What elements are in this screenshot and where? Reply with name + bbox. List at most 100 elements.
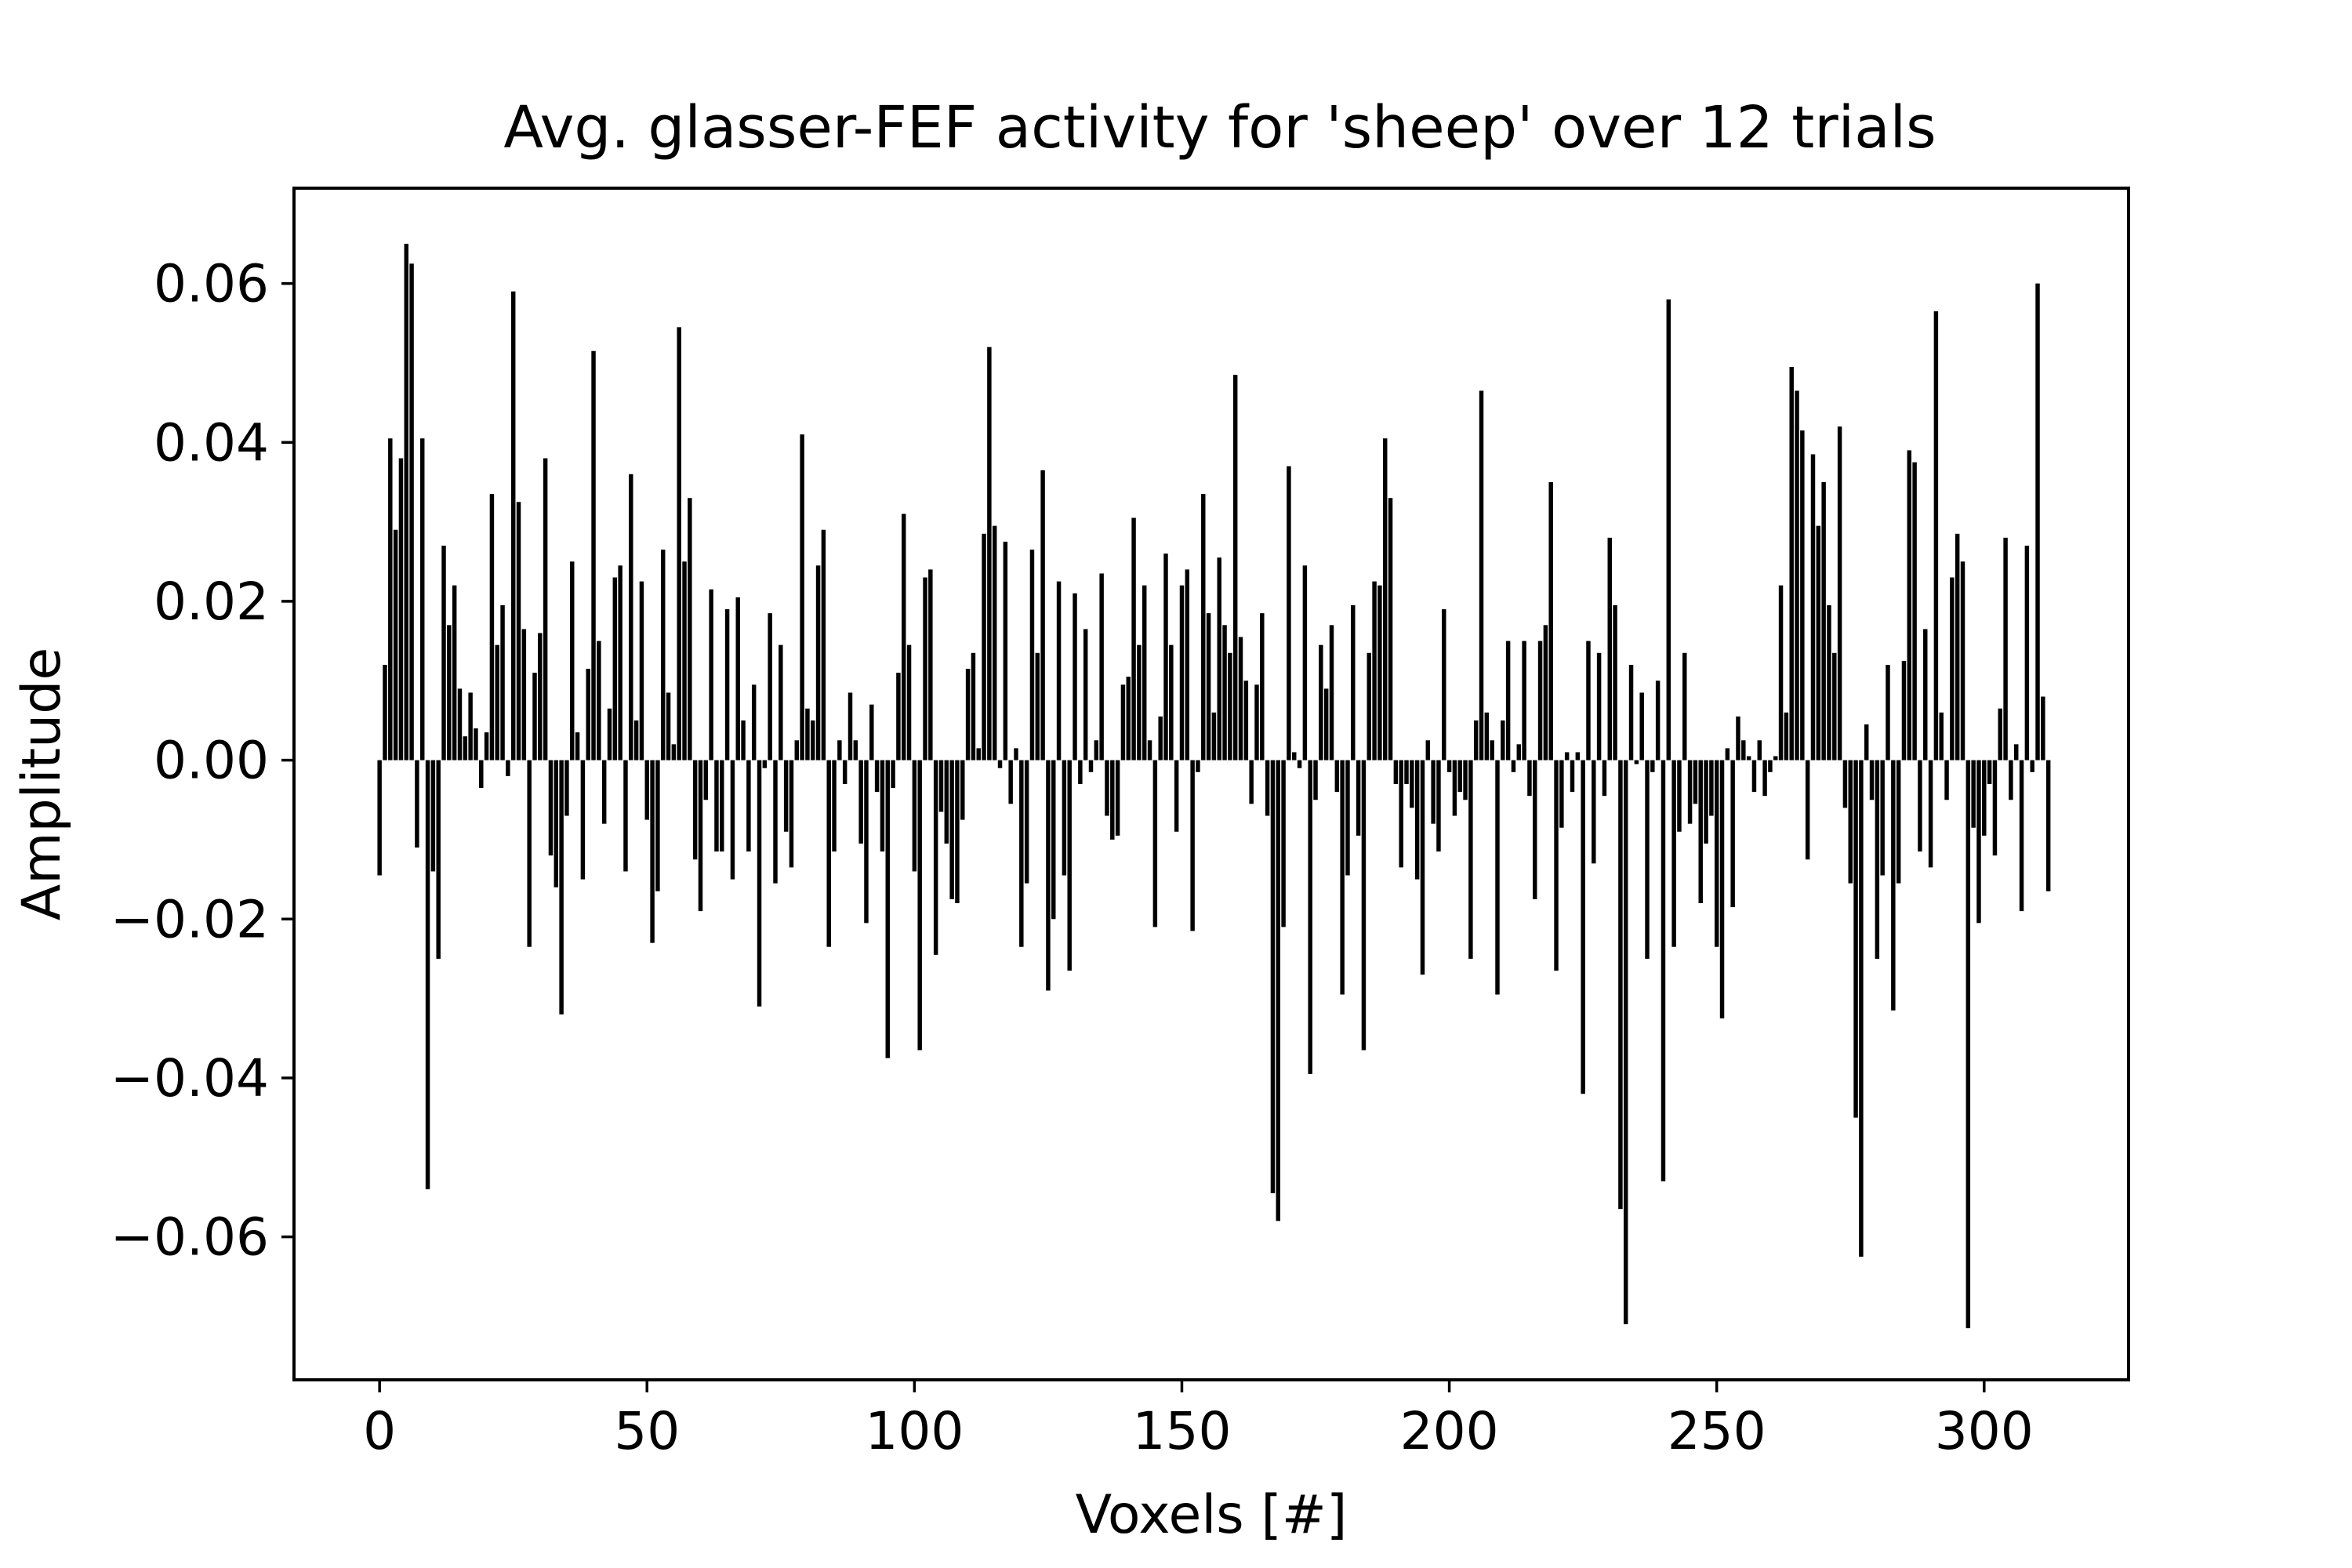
bar: [1671, 760, 1676, 947]
bar: [1367, 652, 1371, 760]
bar: [1559, 760, 1564, 828]
bar: [1115, 760, 1120, 836]
bar: [1046, 760, 1051, 991]
bar: [1249, 760, 1254, 804]
bar: [896, 673, 901, 760]
bar: [1067, 760, 1072, 971]
bar: [1014, 748, 1018, 760]
bar: [1404, 760, 1409, 784]
bar: [688, 498, 692, 760]
bar: [2019, 760, 2024, 912]
bar: [982, 533, 986, 760]
x-tick-label: 200: [1400, 1401, 1499, 1461]
bar: [2009, 760, 2013, 800]
y-tick-label: −0.04: [111, 1048, 269, 1109]
bar: [779, 644, 783, 760]
bar: [500, 605, 505, 760]
bar: [1431, 760, 1436, 824]
x-tick-label: 300: [1935, 1401, 2034, 1461]
bar: [1206, 613, 1211, 760]
bar: [1698, 760, 1703, 903]
bar: [506, 760, 510, 776]
y-axis-label: Amplitude: [11, 648, 73, 920]
bar: [1714, 760, 1719, 947]
bar: [1232, 375, 1238, 760]
bar: [692, 760, 698, 860]
bar: [1217, 557, 1221, 760]
bar: [746, 760, 751, 852]
bar: [1864, 724, 1869, 760]
bar: [1201, 494, 1206, 760]
x-tick-label: 100: [865, 1401, 964, 1461]
bar: [1842, 760, 1848, 808]
bar: [1602, 760, 1607, 797]
bar: [1976, 760, 1981, 924]
bar: [420, 438, 425, 760]
bar: [1516, 744, 1522, 760]
bar: [1399, 760, 1403, 868]
bar: [1003, 541, 1008, 760]
bar: [2024, 546, 2030, 760]
bar: [1586, 641, 1591, 760]
bar: [383, 665, 387, 760]
bar: [1270, 760, 1276, 1193]
bar: [1575, 752, 1581, 760]
bar: [1987, 760, 1992, 784]
bar: [1351, 605, 1356, 760]
bar: [580, 760, 586, 880]
bar: [720, 760, 724, 852]
bar: [629, 474, 633, 760]
bar: [1907, 450, 1912, 760]
bar: [1473, 720, 1479, 760]
bar: [789, 760, 794, 868]
bar: [1152, 760, 1158, 927]
bar: [1302, 565, 1308, 760]
bar: [1468, 760, 1473, 959]
bar: [1827, 605, 1831, 760]
bar: [2045, 760, 2051, 891]
bar: [751, 684, 757, 760]
bar: [1950, 577, 1955, 760]
bar: [923, 577, 927, 760]
bar: [815, 565, 821, 760]
bar: [468, 692, 473, 760]
bar: [1655, 681, 1661, 760]
bar: [1083, 629, 1088, 760]
bar: [441, 546, 446, 760]
bar: [902, 514, 906, 760]
bar: [1078, 760, 1083, 784]
bar: [955, 760, 960, 903]
bar: [1340, 760, 1345, 995]
bar: [1773, 756, 1778, 760]
bar: [1211, 712, 1217, 760]
bar: [1564, 752, 1570, 760]
bar: [1784, 712, 1789, 760]
bar: [1789, 367, 1794, 760]
bar: [671, 744, 677, 760]
bar: [1410, 760, 1414, 808]
bar: [1982, 760, 1987, 836]
bar: [724, 609, 730, 760]
bar: [1056, 581, 1062, 760]
bar: [650, 760, 655, 943]
bar: [762, 760, 768, 768]
bar: [1832, 652, 1837, 760]
bar: [388, 438, 393, 760]
bar: [1287, 466, 1291, 760]
bar: [811, 720, 815, 760]
bar: [976, 748, 981, 760]
bar: [1965, 760, 1971, 1329]
bar: [474, 728, 478, 760]
bar: [1746, 756, 1751, 760]
bar: [1628, 665, 1634, 760]
bar: [1147, 740, 1152, 760]
bar: [1736, 716, 1740, 760]
x-tick-label: 250: [1668, 1401, 1766, 1461]
bar: [1816, 525, 1821, 760]
bar: [1704, 760, 1708, 844]
bar: [1185, 569, 1190, 760]
bar: [960, 760, 965, 820]
bar: [559, 760, 564, 1014]
bar: [874, 760, 880, 793]
bar: [1960, 561, 1965, 760]
